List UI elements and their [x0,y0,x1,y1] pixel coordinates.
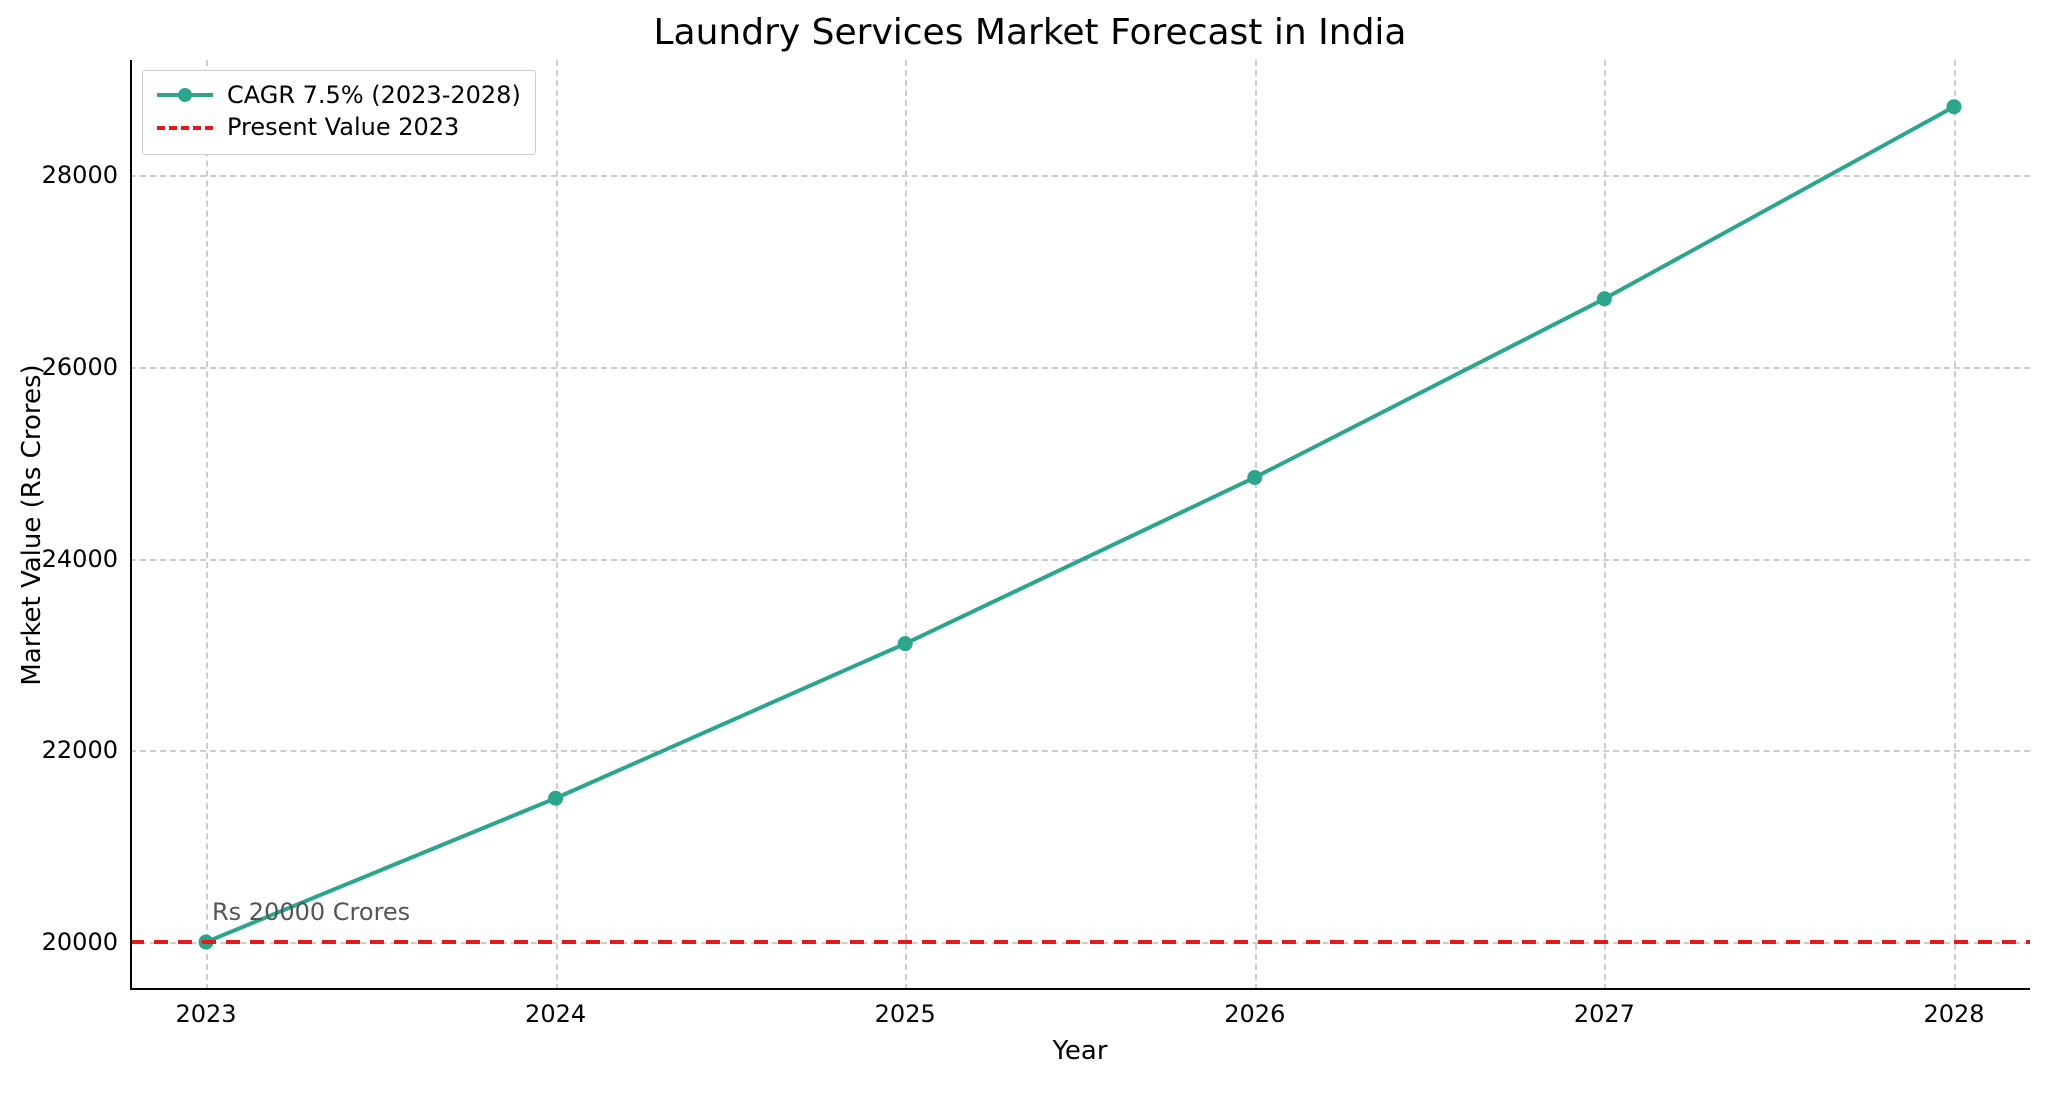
legend-swatch [157,85,213,105]
legend: CAGR 7.5% (2023-2028)Present Value 2023 [142,70,536,155]
series-marker [1248,470,1262,484]
x-tick-label: 2028 [1923,1000,1984,1028]
axis-spine-left [130,60,132,990]
annotation-label: Rs 20000 Crores [212,898,410,926]
legend-label: Present Value 2023 [227,111,459,143]
series-marker [898,637,912,651]
legend-label: CAGR 7.5% (2023-2028) [227,79,521,111]
legend-marker-icon [178,88,192,102]
y-tick-label: 20000 [42,928,118,956]
figure: Laundry Services Market Forecast in Indi… [0,0,2060,1101]
series-marker [1947,100,1961,114]
axes-area: CAGR 7.5% (2023-2028)Present Value 2023 … [130,60,2030,990]
y-tick-label: 26000 [42,353,118,381]
legend-swatch [157,118,213,138]
series-marker [549,791,563,805]
axis-spine-bottom [130,988,2030,990]
y-tick-label: 28000 [42,161,118,189]
x-axis-label: Year [1052,1036,1107,1066]
series-line [206,107,1954,942]
x-tick-label: 2027 [1574,1000,1635,1028]
x-tick-label: 2026 [1224,1000,1285,1028]
y-axis-label: Market Value (Rs Crores) [17,364,47,685]
x-tick-label: 2024 [525,1000,586,1028]
x-tick-label: 2025 [875,1000,936,1028]
y-tick-label: 22000 [42,736,118,764]
x-tick-label: 2023 [175,1000,236,1028]
legend-entry: CAGR 7.5% (2023-2028) [157,79,521,111]
plot-canvas [130,60,2030,990]
y-tick-label: 24000 [42,545,118,573]
series-marker [1597,292,1611,306]
legend-entry: Present Value 2023 [157,111,521,143]
chart-title: Laundry Services Market Forecast in Indi… [0,12,2060,53]
